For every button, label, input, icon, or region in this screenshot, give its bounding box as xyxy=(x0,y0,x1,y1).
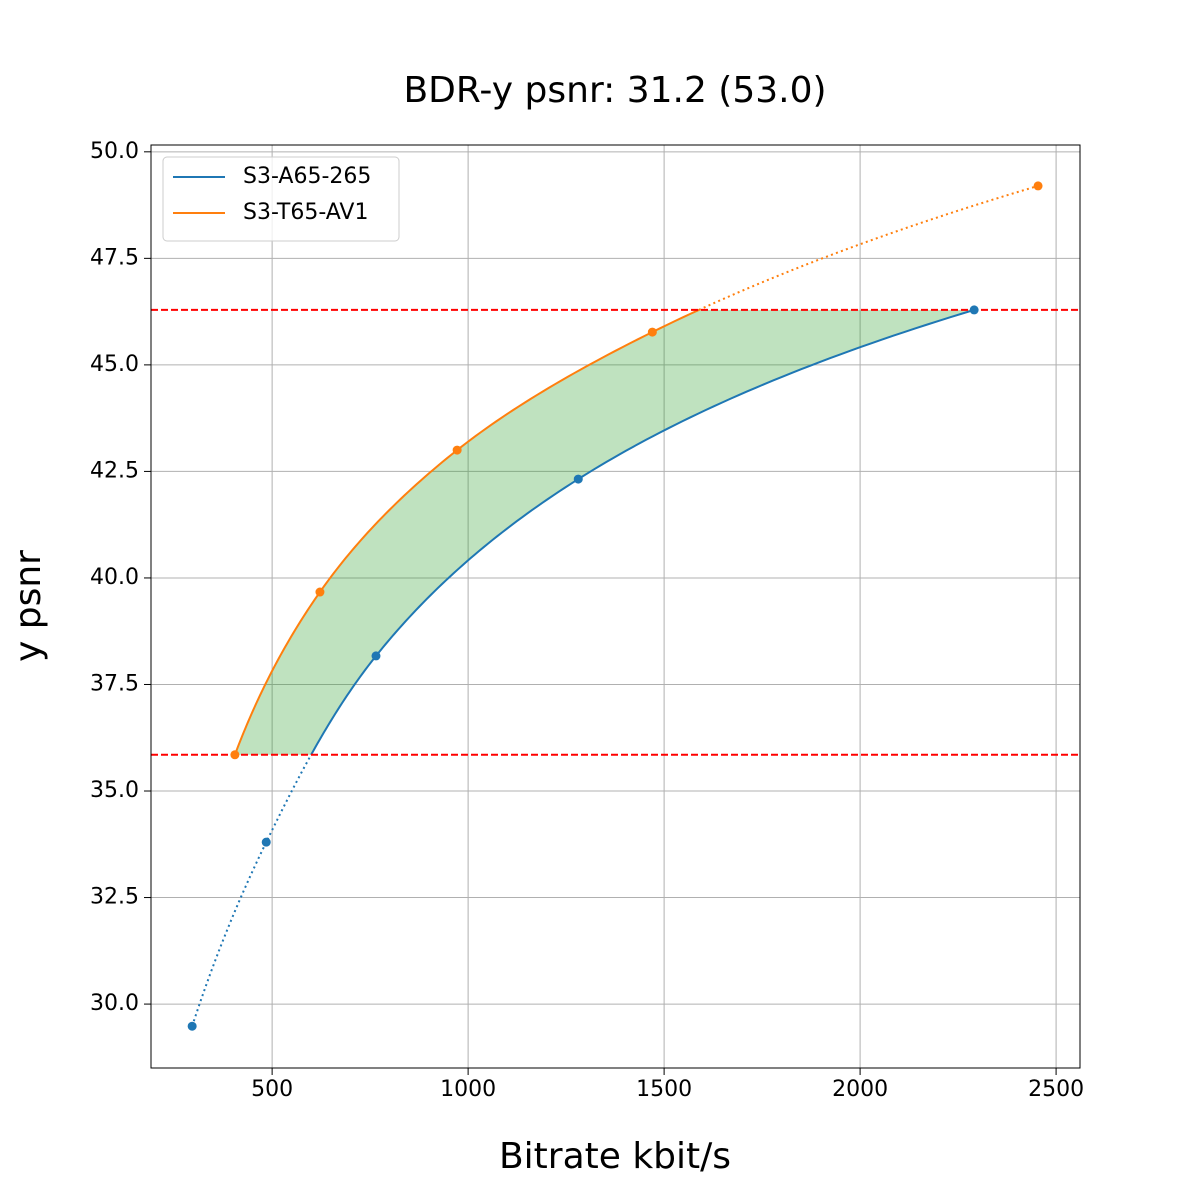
x-tick-label: 500 xyxy=(251,1077,293,1102)
chart-title: BDR-y psnr: 31.2 (53.0) xyxy=(403,70,826,111)
y-tick-label: 37.5 xyxy=(90,671,139,696)
plot xyxy=(151,181,1080,1031)
data-point xyxy=(230,750,240,760)
y-tick-label: 32.5 xyxy=(90,885,139,910)
grid: 500 1000 1500 2000 2500 30.0 32.5 35.0 37.5 40.0 4… xyxy=(90,139,1084,1102)
x-axis-label: Bitrate kbit/s xyxy=(499,1136,731,1177)
x-tick-label: 2500 xyxy=(1028,1077,1084,1102)
x-tick-label: 2000 xyxy=(832,1077,888,1102)
y-tick-label: 47.5 xyxy=(90,245,139,270)
x-tick-label: 1500 xyxy=(636,1077,692,1102)
data-point xyxy=(187,1021,197,1031)
y-tick-label: 42.5 xyxy=(90,458,139,483)
fit-curve xyxy=(310,308,975,756)
difference-area xyxy=(234,309,975,755)
legend-label: S3-A65-265 xyxy=(243,164,371,189)
y-tick-label: 45.0 xyxy=(90,352,139,377)
y-axis-label: y psnr xyxy=(8,550,49,662)
y-tick-label: 35.0 xyxy=(90,778,139,803)
data-point xyxy=(647,327,657,337)
data-point xyxy=(969,305,979,315)
legend: S3-A65-265 S3-T65-AV1 xyxy=(162,156,400,242)
x-tick-label: 1000 xyxy=(440,1077,496,1102)
data-point xyxy=(1033,181,1043,191)
axes-frame xyxy=(150,144,1081,1069)
data-point xyxy=(371,651,381,661)
data-point xyxy=(315,587,325,597)
data-point xyxy=(573,474,583,484)
legend-label: S3-T65-AV1 xyxy=(243,200,368,225)
data-point xyxy=(452,445,462,455)
extrapolated-curve xyxy=(191,754,312,1027)
y-tick-label: 30.0 xyxy=(90,991,139,1016)
y-tick-label: 50.0 xyxy=(90,139,139,164)
fit-curve xyxy=(233,309,700,756)
y-tick-label: 40.0 xyxy=(90,565,139,590)
data-point xyxy=(261,837,271,847)
